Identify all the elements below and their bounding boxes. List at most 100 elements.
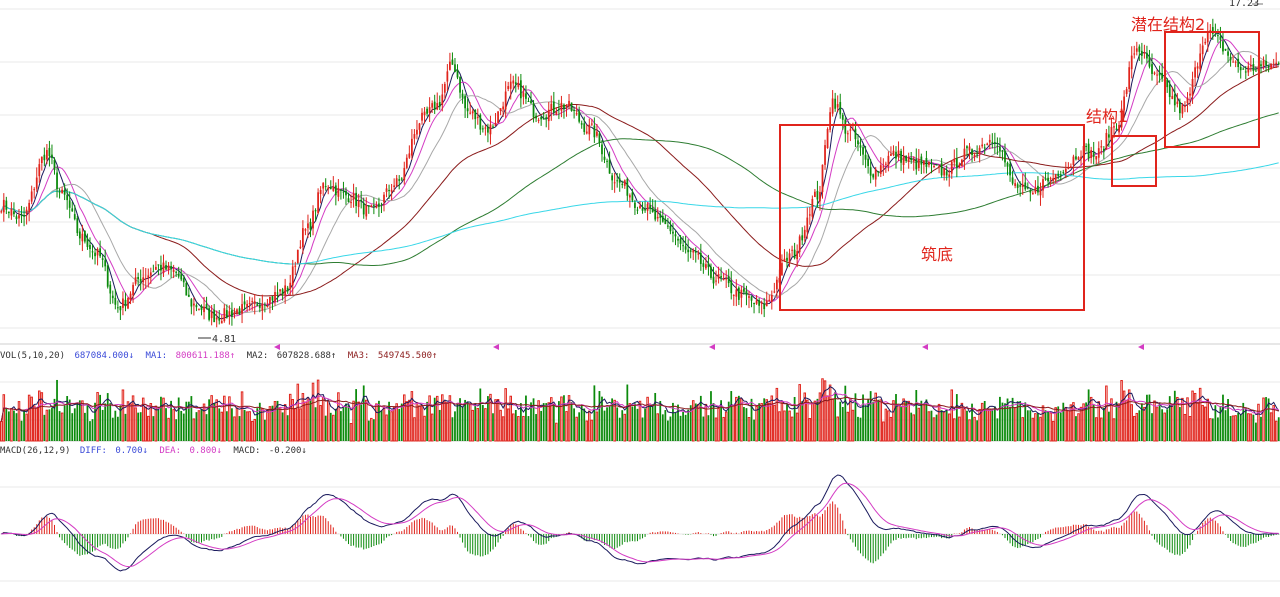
volume-bar	[134, 407, 137, 442]
candle-body	[334, 185, 337, 196]
volume-bar	[182, 413, 185, 441]
volume-bar	[1257, 403, 1260, 442]
volume-bar	[874, 392, 877, 442]
candle-body	[1006, 162, 1009, 167]
volume-bar	[1176, 396, 1179, 442]
volume-bar	[321, 396, 325, 442]
candle-body	[421, 112, 423, 121]
candle-body	[507, 86, 510, 90]
volume-bar	[1252, 414, 1255, 441]
volume-bar	[235, 407, 239, 442]
volume-bar	[271, 405, 274, 441]
candle-body	[580, 123, 583, 125]
volume-bar	[101, 409, 104, 441]
volume-bar	[707, 415, 710, 441]
candle-body	[575, 113, 578, 115]
volume-bar	[1087, 389, 1090, 441]
candle-body	[436, 103, 439, 110]
candle-body	[111, 295, 114, 299]
candle-body	[418, 123, 421, 130]
volume-bar	[388, 401, 390, 441]
candle-body	[872, 174, 875, 178]
volume-bar	[1148, 394, 1151, 441]
volume-bar	[1011, 397, 1014, 441]
candle-body	[961, 159, 963, 166]
candle-body	[43, 154, 46, 161]
volume-bar	[958, 416, 961, 442]
volume-bar	[109, 403, 112, 441]
candle-body	[679, 238, 682, 244]
candle-body	[1024, 182, 1027, 190]
candle-body	[1115, 128, 1118, 131]
candle-body	[1224, 48, 1227, 51]
volume-bar	[664, 410, 667, 441]
candle-body	[634, 202, 636, 208]
candle-body	[669, 225, 672, 232]
candle-body	[28, 202, 31, 213]
volume-bar	[654, 392, 657, 441]
candle-body	[928, 162, 930, 166]
volume-bar	[45, 409, 49, 442]
candle-body	[309, 221, 312, 230]
candle-body	[1204, 41, 1207, 44]
candle-body	[372, 205, 375, 207]
volume-bar	[410, 391, 414, 442]
candle-body	[134, 277, 137, 284]
candle-body	[370, 205, 373, 207]
volume-bar	[940, 410, 943, 441]
volume-bar	[1031, 417, 1035, 442]
candle-body	[552, 101, 555, 113]
candle-body	[253, 301, 256, 304]
volume-bar	[859, 417, 862, 441]
candle-body	[1039, 190, 1042, 196]
candle-body	[438, 102, 441, 107]
volume-bar	[537, 400, 540, 442]
candle-body	[99, 248, 102, 257]
candle-body	[666, 225, 669, 227]
volume-bar	[1079, 406, 1083, 442]
candle-body	[598, 133, 601, 143]
candle-body	[322, 183, 325, 189]
volume-bar	[415, 402, 419, 442]
volume-bar	[735, 396, 738, 442]
structure2-label: 潜在结构2	[1131, 15, 1205, 34]
candle-body	[732, 295, 735, 297]
volume-bar	[240, 391, 244, 442]
volume-bar	[446, 402, 449, 442]
candle-body	[119, 306, 122, 311]
volume-bar	[375, 403, 378, 442]
candle-body	[236, 309, 238, 315]
volume-bar	[1001, 402, 1004, 441]
volume-bar	[514, 410, 517, 441]
volume-bar	[144, 406, 148, 442]
candle-body	[210, 311, 213, 319]
candle-body	[1062, 172, 1065, 174]
volume-bar	[17, 401, 21, 442]
candle-body	[127, 297, 129, 309]
candle-body	[91, 251, 94, 253]
volume-bar	[1072, 402, 1075, 442]
volume-bar	[887, 410, 890, 442]
candle-body	[603, 156, 606, 160]
volume-bar	[575, 416, 578, 442]
volume-bar	[476, 408, 480, 442]
volume-bar	[468, 404, 472, 442]
volume-bar	[1219, 406, 1222, 441]
candle-body	[367, 205, 370, 207]
candle-body	[276, 292, 279, 294]
candle-body	[722, 279, 725, 281]
volume-bar	[1122, 390, 1126, 442]
candle-body	[864, 154, 867, 160]
candle-body	[560, 102, 563, 111]
volume-bar	[912, 414, 916, 442]
candle-body	[1090, 150, 1093, 158]
volume-bar	[418, 405, 421, 442]
candle-body	[849, 129, 852, 131]
volume-bar	[611, 398, 614, 441]
candle-body	[606, 160, 608, 162]
candle-body	[180, 274, 183, 280]
candle-body	[639, 205, 641, 209]
diff-label: DIFF:	[80, 446, 107, 456]
structure2-box	[1164, 31, 1260, 148]
candle-body	[882, 166, 885, 168]
